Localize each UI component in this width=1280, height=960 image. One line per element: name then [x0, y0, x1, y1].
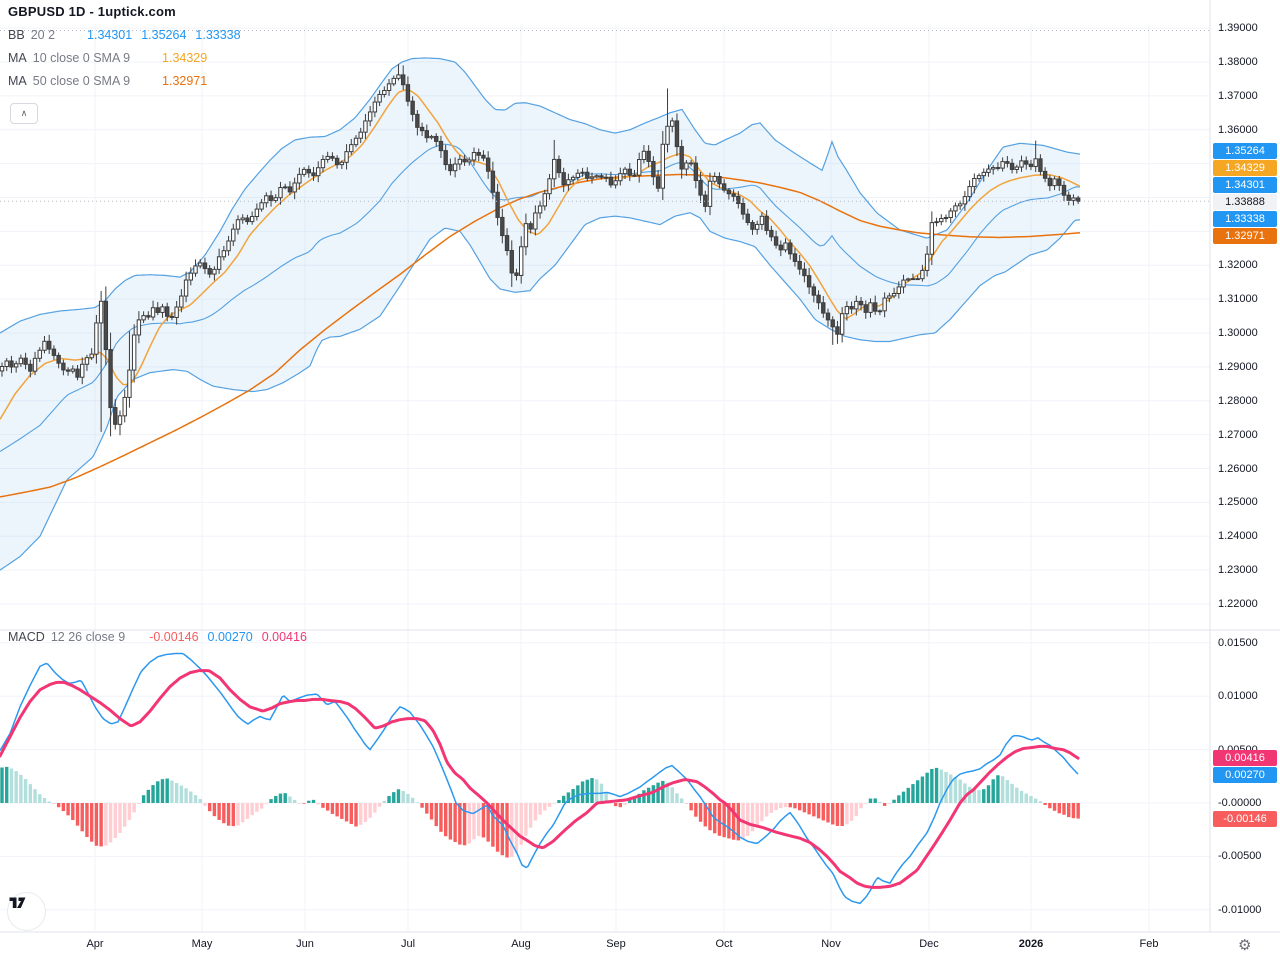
legend-collapse-button[interactable]: ∧ — [10, 103, 38, 124]
time-tick-label: Oct — [715, 938, 733, 950]
tv-logo-icon — [9, 897, 26, 908]
price-tick-label: 1.37000 — [1218, 89, 1258, 102]
price-badge: 1.33338 — [1213, 211, 1277, 227]
price-badge: 1.34329 — [1213, 160, 1277, 176]
price-badge: 1.34301 — [1213, 177, 1277, 193]
bb-params: 20 2 — [30, 28, 56, 42]
time-tick-label: May — [191, 938, 213, 950]
macd-signal-value: 0.00416 — [261, 630, 307, 644]
ma10-params: 10 close 0 SMA 9 — [32, 51, 131, 65]
time-tick-label: Nov — [821, 938, 841, 950]
price-tick-label: 1.28000 — [1218, 394, 1258, 407]
bb-lower-line — [0, 212, 1081, 571]
price-tick-label: 1.24000 — [1218, 530, 1258, 543]
ma10-label: MA — [8, 51, 27, 65]
ma50-params: 50 close 0 SMA 9 — [32, 74, 131, 88]
bb-label: BB — [8, 28, 25, 42]
legend-row-ma10[interactable]: MA 10 close 0 SMA 9 1.34329 — [8, 51, 241, 65]
time-tick-label: Apr — [86, 938, 104, 950]
macd-params: 12 26 close 9 — [50, 630, 126, 644]
price-tick-label: 1.27000 — [1218, 428, 1258, 441]
price-tick-label: 1.23000 — [1218, 564, 1258, 577]
bb-lower-value: 1.33338 — [195, 28, 241, 42]
macd-hist-value: -0.00146 — [149, 630, 199, 644]
price-tick-label: 1.30000 — [1218, 327, 1258, 339]
bb-upper-value: 1.35264 — [141, 28, 187, 42]
price-badge: 1.35264 — [1213, 143, 1277, 159]
price-badge: 0.00270 — [1213, 767, 1277, 783]
macd-signal-line — [0, 669, 1080, 889]
chevron-up-icon: ∧ — [20, 108, 28, 118]
time-tick-label: Dec — [919, 938, 939, 950]
price-tick-label: 1.36000 — [1218, 123, 1258, 136]
chart-title: GBPUSD 1D - 1uptick.com — [8, 4, 176, 19]
macd-label: MACD — [8, 630, 45, 644]
price-badge: 1.32971 — [1213, 228, 1277, 244]
time-tick-label: Sep — [606, 938, 626, 950]
tradingview-logo[interactable] — [7, 892, 46, 931]
macd-tick-label: -0.01000 — [1218, 903, 1262, 916]
price-badge: 1.33888 — [1213, 194, 1277, 210]
time-tick-label: Jul — [400, 938, 416, 950]
indicator-legend: GBPUSD 1D - 1uptick.com BB 20 2 1.34301 … — [8, 4, 241, 97]
candlestick-series — [0, 64, 1081, 437]
macd-tick-label: -0.00500 — [1218, 850, 1262, 863]
price-tick-label: 1.39000 — [1218, 22, 1258, 35]
ma50-value: 1.32971 — [162, 74, 208, 88]
macd-legend: MACD 12 26 close 9 -0.00146 0.00270 0.00… — [8, 630, 307, 644]
pane-separators — [0, 0, 1280, 933]
price-tick-label: 1.29000 — [1218, 360, 1258, 373]
gear-icon[interactable]: ⚙ — [1238, 937, 1252, 954]
macd-line-value: 0.00270 — [207, 630, 253, 644]
price-pane[interactable] — [0, 29, 1210, 571]
price-tick-label: 1.38000 — [1218, 56, 1258, 68]
time-tick-label: Aug — [511, 938, 531, 950]
price-tick-label: 1.22000 — [1218, 598, 1258, 610]
price-badge: 0.00416 — [1213, 750, 1277, 766]
time-tick-label: 2026 — [1018, 938, 1044, 950]
macd-tick-label: 0.01000 — [1218, 690, 1258, 703]
ma50-label: MA — [8, 74, 27, 88]
price-tick-label: 1.31000 — [1218, 293, 1258, 306]
bb-basis-value: 1.34301 — [87, 28, 133, 42]
legend-row-bb[interactable]: BB 20 2 1.34301 1.35264 1.33338 — [8, 28, 241, 42]
macd-pane[interactable] — [0, 652, 1080, 905]
price-tick-label: 1.32000 — [1218, 259, 1258, 272]
price-tick-label: 1.26000 — [1218, 462, 1258, 475]
legend-row-ma50[interactable]: MA 50 close 0 SMA 9 1.32971 — [8, 74, 241, 88]
macd-line — [0, 652, 1079, 905]
ma50-line — [0, 173, 1081, 498]
price-badge: -0.00146 — [1213, 811, 1277, 827]
legend-row-macd[interactable]: MACD 12 26 close 9 -0.00146 0.00270 0.00… — [8, 630, 307, 644]
macd-tick-label: -0.00000 — [1218, 797, 1262, 809]
bb-band-area — [0, 57, 1080, 571]
time-tick-label: Jun — [296, 938, 314, 950]
ma10-value: 1.34329 — [162, 51, 208, 65]
macd-tick-label: 0.01500 — [1218, 636, 1258, 649]
price-tick-label: 1.25000 — [1218, 496, 1258, 509]
time-tick-label: Feb — [1139, 938, 1159, 950]
